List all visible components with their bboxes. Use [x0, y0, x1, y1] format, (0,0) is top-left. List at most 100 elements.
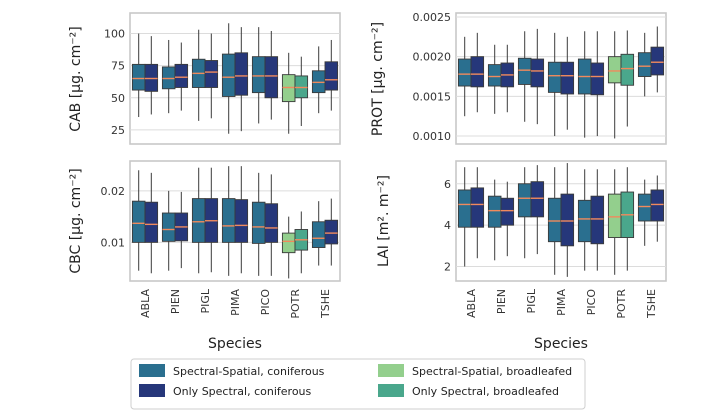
- xtick-potr: POTR: [615, 289, 628, 319]
- box-cbc-pima-only-spectral: [234, 166, 249, 274]
- box-body: [251, 56, 266, 94]
- legend-item: Spectral-Spatial, broadleafed: [378, 364, 572, 378]
- box-cab-tshe-only-spectral: [324, 39, 339, 111]
- box-lai-abla-only-spectral: [470, 167, 485, 259]
- box-body: [560, 61, 575, 95]
- box-cab-potr-only-spectral: [294, 56, 309, 127]
- box-cab-pien-only-spectral: [174, 42, 189, 111]
- box-cab-pigl-only-spectral: [204, 33, 219, 119]
- xtick-tshe: TSHE: [645, 289, 658, 319]
- lai-ytick-label: 4: [444, 219, 451, 232]
- lai-ylabel: LAI [m². m⁻²]: [376, 175, 392, 267]
- box-cbc-tshe-spectral-spatial: [311, 201, 326, 266]
- box-body: [650, 189, 665, 222]
- xtick-pien: PIEN: [169, 289, 182, 314]
- box-prot-pima-only-spectral: [560, 36, 575, 130]
- box-lai-pico-only-spectral: [590, 169, 605, 271]
- legend-swatch: [139, 364, 165, 377]
- legend-frame: [130, 358, 586, 410]
- box-lai-tshe-only-spectral: [650, 175, 665, 242]
- legend-swatch: [378, 384, 404, 397]
- box-cab-abla-only-spectral: [144, 36, 159, 115]
- panel-cab: 25 50 75 100: [104, 23, 340, 137]
- box-cab-pien-spectral-spatial: [161, 39, 176, 114]
- plot-layer: 2550751000.00100.00150.00200.00250.010.0…: [101, 11, 666, 319]
- legend-item: Only Spectral, broadleafed: [378, 384, 559, 398]
- legend-label: Spectral-Spatial, coniferous: [173, 365, 325, 378]
- box-body: [264, 203, 279, 243]
- box-cab-pima-only-spectral: [234, 27, 249, 132]
- prot-ytick-label: 0.0025: [413, 11, 452, 24]
- cbc-ytick-label: 0.01: [101, 236, 126, 249]
- box-prot-pico-spectral-spatial: [577, 31, 592, 138]
- box-body: [131, 63, 146, 91]
- box-cbc-pico-spectral-spatial: [251, 172, 266, 276]
- box-body: [547, 61, 562, 93]
- box-body: [311, 221, 326, 248]
- box-cbc-potr-spectral-spatial: [281, 216, 296, 279]
- box-body: [620, 53, 635, 86]
- box-cab-pico-spectral-spatial: [251, 27, 266, 124]
- cab-ylabel: CAB [μg. cm⁻²]: [68, 26, 84, 131]
- xtick-pima: PIMA: [229, 289, 242, 316]
- cab-ytick-label: 100: [104, 28, 125, 41]
- box-lai-potr-only-spectral: [620, 167, 635, 271]
- box-prot-pien-only-spectral: [500, 44, 515, 113]
- box-body: [650, 46, 665, 76]
- cbc-ylabel: CBC [μg. cm⁻²]: [68, 168, 84, 273]
- box-body: [590, 195, 605, 245]
- box-body: [607, 193, 622, 239]
- left-xlabel: Species: [208, 336, 262, 352]
- box-body: [251, 201, 266, 244]
- xtick-abla: ABLA: [465, 289, 478, 318]
- box-prot-tshe-only-spectral: [650, 26, 665, 93]
- box-lai-pien-only-spectral: [500, 181, 515, 257]
- box-body: [221, 53, 236, 97]
- box-prot-pien-spectral-spatial: [487, 44, 502, 114]
- xtick-pigl: PIGL: [199, 288, 212, 313]
- lai-ytick-label: 2: [444, 261, 451, 274]
- box-body: [234, 199, 249, 243]
- box-body: [281, 232, 296, 254]
- box-body: [457, 58, 472, 87]
- box-body: [191, 198, 206, 243]
- xtick-potr: POTR: [289, 289, 302, 319]
- box-body: [264, 56, 279, 99]
- box-cbc-abla-only-spectral: [144, 172, 159, 274]
- box-body: [161, 212, 176, 242]
- box-lai-abla-spectral-spatial: [457, 167, 472, 267]
- prot-ytick-label: 0.0010: [413, 130, 452, 143]
- box-body: [577, 199, 592, 243]
- box-body: [590, 62, 605, 96]
- box-body: [487, 195, 502, 228]
- box-prot-abla-only-spectral: [470, 32, 485, 113]
- box-body: [560, 193, 575, 247]
- box-body: [637, 52, 652, 77]
- xtick-pigl: PIGL: [525, 288, 538, 313]
- box-body: [517, 57, 532, 85]
- box-body: [174, 63, 189, 88]
- legend-label: Only Spectral, coniferous: [173, 385, 312, 398]
- legend: Spectral-Spatial, coniferous Only Spectra…: [139, 364, 572, 398]
- box-body: [324, 219, 339, 245]
- box-cbc-pien-spectral-spatial: [161, 190, 176, 271]
- cbc-ytick-label: 0.02: [101, 185, 126, 198]
- box-body: [487, 64, 502, 87]
- panel-cbc: 0.01 0.02 ABLA PIEN PIGL PIMA PICO POTR TSHE: [101, 166, 340, 319]
- box-lai-tshe-spectral-spatial: [637, 179, 652, 246]
- box-body: [204, 60, 219, 88]
- xtick-pima: PIMA: [555, 289, 568, 316]
- cab-ytick-label: 75: [111, 60, 125, 73]
- box-cbc-abla-spectral-spatial: [131, 170, 146, 271]
- xtick-tshe: TSHE: [319, 289, 332, 319]
- xtick-pien: PIEN: [495, 289, 508, 314]
- right-xlabel: Species: [534, 336, 588, 352]
- legend-swatch: [378, 364, 404, 377]
- box-body: [637, 193, 652, 222]
- box-prot-pico-only-spectral: [590, 31, 605, 137]
- box-body: [470, 187, 485, 228]
- cab-ytick-label: 25: [111, 124, 125, 137]
- box-prot-pigl-spectral-spatial: [517, 31, 532, 122]
- prot-ytick-label: 0.0020: [413, 51, 452, 64]
